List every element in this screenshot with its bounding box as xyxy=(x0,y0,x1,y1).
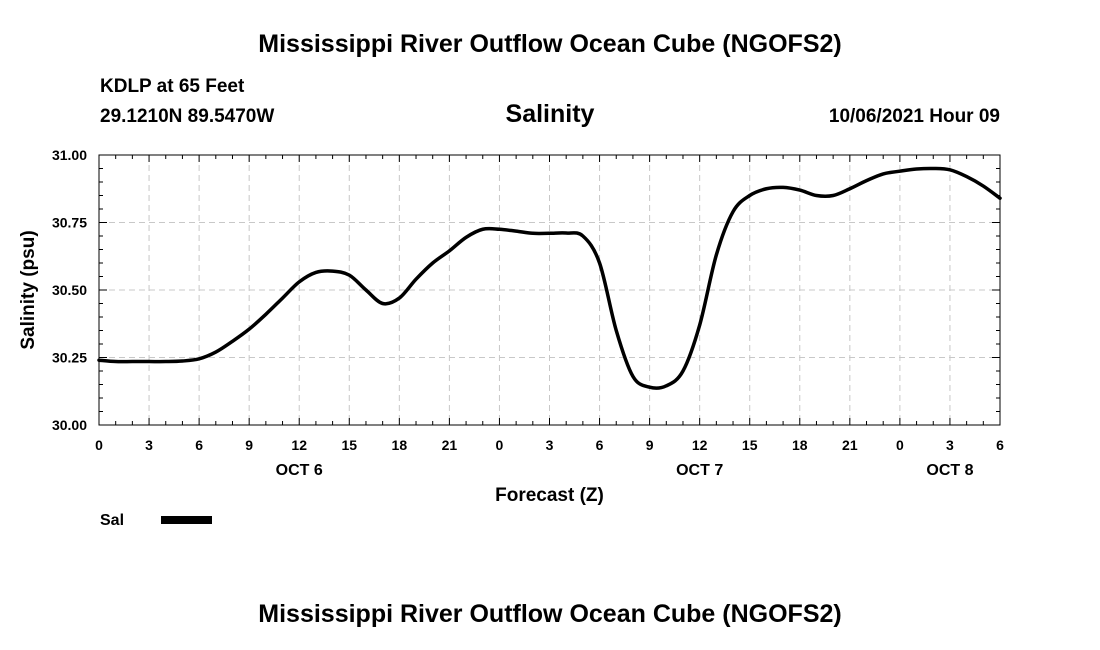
series-line-sal xyxy=(97,166,1002,390)
x-tick-labels: 0 3 6 9 12 15 18 21 0 3 6 9 12 15 18 21 0 3 6 xyxy=(95,437,1004,453)
x-tick-label: 3 xyxy=(546,437,554,453)
day-label: OCT 7 xyxy=(676,462,723,479)
day-label: OCT 8 xyxy=(926,462,973,479)
x-tick-label: 12 xyxy=(291,437,307,453)
y-axis-label: Salinity (psu) xyxy=(18,230,39,349)
x-tick-label: 15 xyxy=(742,437,758,453)
x-tick-label: 0 xyxy=(95,437,103,453)
run-time: 10/06/2021 Hour 09 xyxy=(828,106,1000,127)
legend-label: Sal xyxy=(100,512,124,529)
x-tick-label: 18 xyxy=(392,437,408,453)
y-tick-labels: 30.00 30.25 30.50 30.75 31.00 xyxy=(52,147,87,433)
day-labels: OCT 6 OCT 7 OCT 8 xyxy=(276,462,974,479)
x-tick-label: 6 xyxy=(996,437,1004,453)
station-name: KDLP at 65 Feet xyxy=(100,76,245,97)
y-tick-label: 31.00 xyxy=(52,147,87,163)
axis-ticks xyxy=(98,154,1001,426)
y-tick-label: 30.50 xyxy=(52,282,87,298)
chart-subtitle: Salinity xyxy=(505,100,595,128)
x-tick-label: 6 xyxy=(596,437,604,453)
x-tick-label: 3 xyxy=(145,437,153,453)
x-tick-label: 9 xyxy=(245,437,253,453)
plot-frame xyxy=(98,154,1001,426)
x-tick-label: 18 xyxy=(792,437,808,453)
x-axis-label: Forecast (Z) xyxy=(495,485,604,506)
day-label: OCT 6 xyxy=(276,462,323,479)
footer-title: Mississippi River Outflow Ocean Cube (NG… xyxy=(258,600,842,628)
x-tick-label: 6 xyxy=(195,437,203,453)
grid-lines xyxy=(99,155,1000,425)
x-tick-label: 21 xyxy=(842,437,858,453)
x-tick-label: 15 xyxy=(341,437,357,453)
y-tick-label: 30.25 xyxy=(52,350,87,366)
x-tick-label: 3 xyxy=(946,437,954,453)
x-tick-label: 0 xyxy=(496,437,504,453)
station-coords: 29.1210N 89.5470W xyxy=(100,106,275,127)
y-tick-label: 30.75 xyxy=(52,215,87,231)
x-tick-label: 12 xyxy=(692,437,708,453)
x-tick-label: 9 xyxy=(646,437,654,453)
x-tick-label: 0 xyxy=(896,437,904,453)
y-tick-label: 30.00 xyxy=(52,417,87,433)
x-tick-label: 21 xyxy=(442,437,458,453)
legend-swatch xyxy=(161,516,212,524)
main-title: Mississippi River Outflow Ocean Cube (NG… xyxy=(258,30,842,58)
